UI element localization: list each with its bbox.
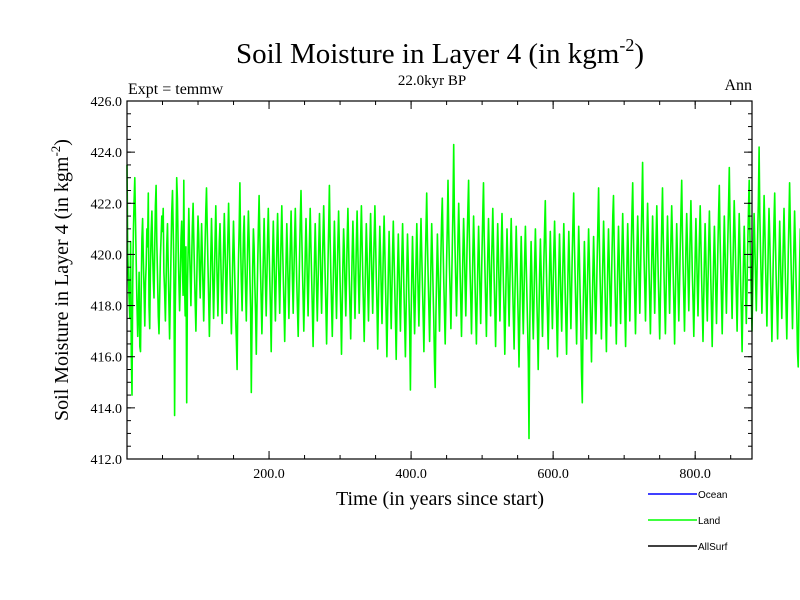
legend-label-allsurf: AllSurf: [698, 542, 728, 553]
x-tick-label: 600.0: [537, 467, 569, 482]
chart-subtitle: 22.0kyr BP: [398, 73, 466, 89]
y-tick-label: 414.0: [91, 402, 123, 417]
legend-label-land: Land: [698, 516, 720, 527]
chart-title: Soil Moisture in Layer 4 (in kgm-2): [236, 35, 644, 70]
series-layer: [126, 143, 800, 440]
x-axis-label: Time (in years since start): [336, 488, 544, 510]
series-line-land: [126, 143, 800, 440]
y-tick-label: 416.0: [91, 351, 123, 366]
y-axis-ticks: 412.0 414.0 416.0 418.0 420.0 422.0 424.0 426.0: [91, 95, 752, 468]
x-axis-ticks: 200.0 400.0 600.0 800.0: [126, 101, 732, 482]
y-tick-label: 422.0: [91, 197, 123, 212]
y-tick-label: 412.0: [91, 453, 123, 468]
y-tick-label: 420.0: [91, 248, 123, 263]
x-tick-label: 200.0: [253, 467, 285, 482]
season-label: Ann: [724, 77, 752, 94]
y-axis-label: Soil Moisture in Layer 4 (in kgm-2): [48, 139, 73, 421]
experiment-label: Expt = temmw: [128, 81, 224, 98]
y-tick-label: 424.0: [91, 146, 123, 161]
y-tick-label: 426.0: [91, 95, 123, 110]
x-tick-label: 400.0: [395, 467, 427, 482]
legend: Ocean Land AllSurf: [648, 490, 728, 553]
x-tick-label: 800.0: [679, 467, 711, 482]
y-tick-label: 418.0: [91, 300, 123, 315]
legend-label-ocean: Ocean: [698, 490, 727, 501]
